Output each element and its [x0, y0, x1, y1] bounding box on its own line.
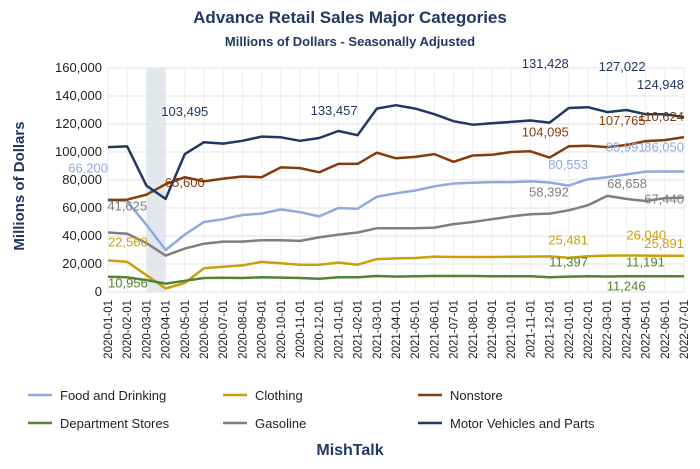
legend-item: Motor Vehicles and Parts — [418, 416, 595, 431]
legend-label: Department Stores — [60, 416, 170, 431]
data-label: 25,481 — [548, 232, 588, 247]
y-tick-label: 160,000 — [55, 60, 102, 75]
data-label: 41,625 — [107, 199, 147, 214]
data-label: 127,022 — [599, 59, 646, 74]
x-tick-label: 2020-12-01 — [314, 300, 326, 359]
x-tick-label: 2021-10-01 — [506, 300, 518, 359]
data-label: 10,956 — [108, 276, 148, 291]
x-tick-label: 2022-02-01 — [583, 300, 595, 359]
legend-label: Motor Vehicles and Parts — [450, 416, 595, 431]
x-tick-label: 2020-03-01 — [141, 300, 153, 359]
data-label: 86,050 — [644, 140, 684, 155]
x-tick-label: 2020-01-01 — [103, 300, 115, 359]
y-tick-label: 120,000 — [55, 116, 102, 131]
x-tick-label: 2021-02-01 — [353, 300, 365, 359]
data-label: 133,457 — [311, 103, 358, 118]
plot-area: 0 20,000 40,000 60,000 80,000 100,000 120,000 1… — [55, 56, 691, 359]
data-label: 67,440 — [644, 192, 684, 207]
series-line-clothing — [107, 254, 685, 290]
x-tick-label: 2022-04-01 — [621, 300, 633, 359]
series-line-department-stores — [107, 274, 684, 285]
data-label: 58,392 — [529, 184, 569, 199]
data-label: 104,095 — [522, 124, 569, 139]
x-tick-label: 2021-04-01 — [391, 300, 403, 359]
x-tick-label: 2022-05-01 — [641, 300, 653, 359]
x-tick-label: 2020-04-01 — [161, 300, 173, 359]
data-label: 110,624 — [638, 109, 684, 124]
chart-subtitle: Millions of Dollars - Seasonally Adjuste… — [225, 34, 475, 49]
x-tick-label: 2020-06-01 — [199, 300, 211, 359]
legend-item: Food and Drinking — [28, 388, 166, 403]
data-label: 124,948 — [637, 77, 684, 92]
x-tick-label: 2020-11-01 — [295, 300, 307, 358]
x-tick-label: 2020-09-01 — [257, 300, 269, 359]
data-label: 25,891 — [644, 236, 684, 251]
data-label: 26,040 — [626, 228, 666, 243]
x-tick-label: 2020-05-01 — [180, 300, 192, 359]
series-line-gasoline — [107, 194, 685, 257]
x-tick-label: 2021-03-01 — [372, 300, 384, 359]
data-label: 68,658 — [607, 176, 647, 191]
legend-item: Clothing — [223, 388, 303, 403]
y-tick-label: 60,000 — [62, 200, 102, 215]
x-tick-label: 2022-07-01 — [679, 300, 691, 359]
y-tick-label: 40,000 — [62, 228, 102, 243]
legend-item: Gasoline — [223, 416, 306, 431]
data-label: 65,600 — [165, 175, 205, 190]
x-tick-label: 2021-09-01 — [487, 300, 499, 359]
x-tick-label: 2021-06-01 — [429, 300, 441, 359]
x-tick-label: 2022-06-01 — [660, 300, 672, 359]
legend-label: Clothing — [255, 388, 303, 403]
x-tick-label: 2022-01-01 — [564, 300, 576, 359]
data-label: 11,397 — [549, 254, 588, 269]
data-label: 85,991 — [606, 140, 646, 155]
x-tick-label: 2021-05-01 — [410, 300, 422, 359]
y-tick-label: 140,000 — [55, 88, 102, 103]
data-label: 66,200 — [68, 160, 108, 175]
data-label: 80,553 — [548, 157, 588, 172]
legend-label: Food and Drinking — [60, 388, 166, 403]
y-axis-label: Millions of Dollars — [11, 121, 28, 250]
y-tick-label: 0 — [95, 284, 102, 299]
y-tick-label: 100,000 — [55, 144, 102, 159]
chart-title: Advance Retail Sales Major Categories — [193, 8, 507, 27]
data-label: 22,560 — [108, 234, 148, 249]
series-line-motor-vehicles-and-parts — [107, 103, 685, 201]
legend-item: Nonstore — [418, 388, 503, 403]
y-tick-label: 80,000 — [62, 172, 102, 187]
data-label: 103,495 — [161, 104, 208, 119]
data-label: 131,428 — [522, 56, 569, 71]
legend: Food and Drinking Clothing Nonstore Departm… — [28, 388, 595, 431]
series-line-nonstore — [107, 135, 685, 202]
x-tick-label: 2021-08-01 — [468, 300, 480, 359]
x-tick-label: 2020-02-01 — [122, 300, 134, 359]
x-tick-label: 2022-03-01 — [602, 300, 614, 359]
y-tick-label: 20,000 — [62, 256, 102, 271]
x-tick-label: 2020-07-01 — [218, 300, 230, 359]
x-tick-label: 2021-01-01 — [333, 300, 345, 359]
data-label: 107,765 — [599, 113, 646, 128]
x-tick-label: 2021-11-01 — [525, 300, 537, 358]
legend-item: Department Stores — [28, 416, 170, 431]
x-tick-label: 2021-12-01 — [545, 300, 557, 359]
data-label: 11,246 — [607, 278, 646, 293]
data-label: 11,191 — [626, 254, 665, 269]
x-tick-label: 2020-10-01 — [276, 300, 288, 359]
legend-label: Nonstore — [450, 388, 503, 403]
legend-label: Gasoline — [255, 416, 306, 431]
footer-brand: MishTalk — [316, 442, 383, 459]
x-tick-label: 2021-07-01 — [449, 300, 461, 359]
series-line-food-and-drinking — [107, 170, 684, 252]
x-tick-label: 2020-08-01 — [237, 300, 249, 359]
